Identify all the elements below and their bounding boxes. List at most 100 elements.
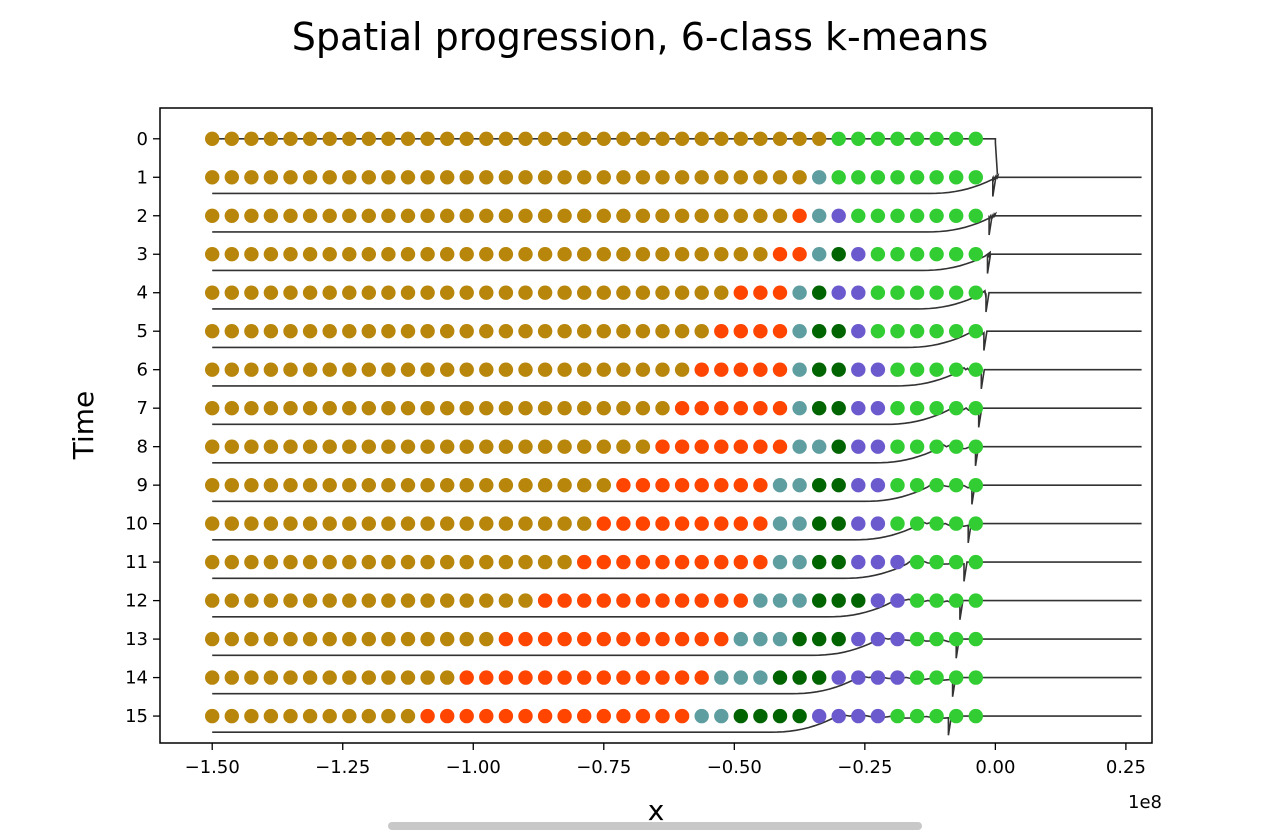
data-point bbox=[733, 670, 748, 685]
data-point bbox=[870, 247, 886, 262]
y-tick-label: 12 bbox=[125, 591, 148, 612]
data-point bbox=[498, 516, 514, 531]
data-point bbox=[694, 208, 709, 223]
data-point bbox=[616, 401, 631, 416]
data-point bbox=[831, 170, 846, 185]
data-point bbox=[283, 478, 298, 493]
data-point bbox=[557, 439, 572, 454]
data-point bbox=[400, 631, 416, 647]
y-tick-label: 4 bbox=[137, 283, 148, 304]
data-point bbox=[596, 324, 611, 339]
data-point bbox=[929, 401, 944, 416]
data-point bbox=[792, 208, 807, 223]
data-point bbox=[342, 131, 357, 146]
data-point bbox=[440, 362, 455, 377]
data-point bbox=[890, 670, 905, 685]
data-point bbox=[342, 247, 357, 262]
data-point bbox=[381, 439, 396, 454]
data-point bbox=[812, 401, 827, 416]
data-point bbox=[851, 593, 866, 608]
horizontal-scrollbar[interactable] bbox=[388, 822, 922, 830]
data-point bbox=[361, 285, 376, 300]
data-point bbox=[772, 247, 788, 262]
data-point bbox=[224, 670, 239, 685]
data-point bbox=[890, 401, 905, 416]
data-point bbox=[851, 285, 866, 300]
data-point bbox=[714, 516, 729, 531]
data-point bbox=[498, 170, 514, 185]
data-point bbox=[694, 478, 709, 493]
data-point bbox=[518, 247, 533, 262]
data-point bbox=[655, 631, 670, 647]
data-point bbox=[557, 208, 572, 223]
data-point bbox=[968, 324, 983, 339]
data-point bbox=[342, 362, 357, 377]
data-point bbox=[518, 324, 533, 339]
data-point bbox=[537, 708, 553, 724]
data-point bbox=[890, 631, 905, 647]
data-point bbox=[870, 439, 886, 454]
data-point bbox=[498, 708, 514, 724]
data-point bbox=[400, 285, 416, 300]
data-point bbox=[635, 670, 651, 685]
data-point bbox=[890, 708, 905, 724]
data-point bbox=[655, 247, 670, 262]
data-point bbox=[890, 170, 905, 185]
data-point bbox=[322, 285, 337, 300]
data-point bbox=[714, 478, 729, 493]
data-point bbox=[968, 670, 983, 685]
data-point bbox=[498, 401, 514, 416]
data-point bbox=[949, 516, 964, 531]
data-point bbox=[753, 285, 768, 300]
data-point bbox=[420, 478, 435, 493]
data-point bbox=[949, 247, 964, 262]
data-point bbox=[479, 247, 494, 262]
data-point bbox=[205, 631, 220, 647]
data-point bbox=[518, 131, 533, 146]
data-point bbox=[459, 362, 474, 377]
data-point bbox=[655, 593, 670, 608]
data-point bbox=[342, 324, 357, 339]
data-point bbox=[302, 247, 318, 262]
data-point bbox=[283, 131, 298, 146]
x-tick-label: −0.50 bbox=[707, 757, 762, 778]
data-point bbox=[772, 285, 788, 300]
data-point bbox=[870, 285, 886, 300]
data-point bbox=[635, 401, 651, 416]
data-point bbox=[851, 208, 866, 223]
data-point bbox=[518, 554, 533, 570]
data-point bbox=[361, 670, 376, 685]
data-point bbox=[733, 554, 748, 570]
data-point bbox=[322, 554, 337, 570]
data-point bbox=[812, 631, 827, 647]
data-point bbox=[851, 631, 866, 647]
data-point bbox=[635, 554, 651, 570]
data-point bbox=[479, 439, 494, 454]
data-point bbox=[342, 208, 357, 223]
data-point bbox=[302, 208, 318, 223]
x-tick-label: −1.00 bbox=[446, 757, 501, 778]
x-tick-label: −0.25 bbox=[837, 757, 892, 778]
data-point bbox=[361, 708, 376, 724]
data-point bbox=[479, 554, 494, 570]
data-point bbox=[479, 208, 494, 223]
data-point bbox=[537, 631, 553, 647]
data-point bbox=[909, 401, 925, 416]
data-point bbox=[812, 170, 827, 185]
data-point bbox=[518, 170, 533, 185]
data-point bbox=[870, 516, 886, 531]
data-point bbox=[577, 170, 592, 185]
data-point bbox=[263, 516, 279, 531]
data-point bbox=[596, 554, 611, 570]
data-point bbox=[537, 670, 553, 685]
data-point bbox=[400, 131, 416, 146]
data-point bbox=[812, 478, 827, 493]
data-point bbox=[635, 439, 651, 454]
data-point bbox=[733, 362, 748, 377]
data-point bbox=[714, 554, 729, 570]
data-point bbox=[577, 670, 592, 685]
data-point bbox=[831, 401, 846, 416]
data-point bbox=[831, 708, 846, 724]
data-point bbox=[674, 516, 690, 531]
data-point bbox=[205, 708, 220, 724]
